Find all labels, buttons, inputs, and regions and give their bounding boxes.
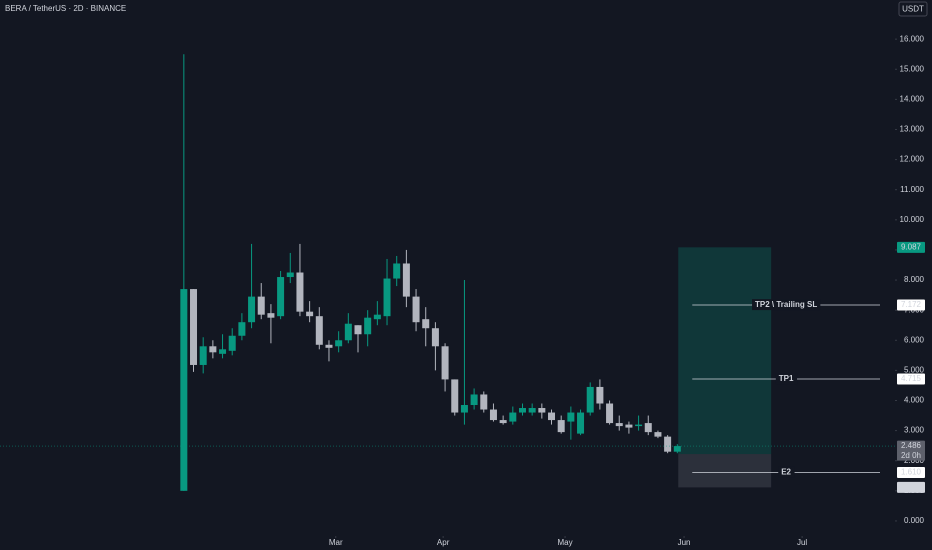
- zone-low-label-bg: [897, 481, 925, 493]
- candle-body: [325, 344, 333, 348]
- candle-body: [219, 349, 227, 354]
- y-tick-label: 16.000: [900, 34, 925, 43]
- candle-body: [480, 394, 488, 410]
- candle-body: [606, 403, 614, 424]
- candle-body: [451, 379, 459, 413]
- y-tick-label: 0.000: [904, 516, 925, 525]
- y-tick-label: 12.000: [900, 155, 925, 164]
- candle-body: [199, 346, 207, 365]
- y-tick-label: 5.000: [904, 365, 925, 374]
- currency-box[interactable]: [898, 1, 928, 17]
- candle-body: [402, 263, 410, 297]
- candle-body: [277, 277, 285, 317]
- level-price-label-bg: [897, 466, 925, 478]
- zone-high-label: 9.087: [901, 242, 922, 251]
- candle-body: [548, 412, 556, 421]
- candle-body: [635, 424, 643, 427]
- candle-body: [248, 296, 256, 323]
- candle-body: [518, 408, 526, 413]
- candle-body: [335, 340, 343, 347]
- candle-body: [422, 319, 430, 329]
- candle-body: [538, 408, 546, 413]
- candle-body: [644, 423, 652, 433]
- candle-body: [470, 394, 478, 406]
- candle-body: [257, 296, 265, 315]
- candle-body: [190, 289, 198, 365]
- candle-body: [460, 405, 468, 413]
- level-name-bg: [752, 299, 821, 311]
- zone-high-label-bg: [897, 241, 925, 253]
- level-name: TP1: [779, 374, 794, 383]
- candle-body: [567, 412, 575, 422]
- position-zone: [678, 247, 772, 455]
- candle-body: [267, 313, 275, 318]
- y-tick-label: 10.000: [900, 215, 925, 224]
- candle-body: [499, 420, 507, 424]
- x-tick-label: Jul: [797, 538, 807, 547]
- y-tick-label: 8.000: [904, 275, 925, 284]
- candle-body: [557, 420, 565, 433]
- last-price-label: 2.486: [901, 441, 922, 450]
- candle-body: [306, 311, 314, 317]
- candle-body: [364, 317, 372, 335]
- candle-body: [586, 386, 594, 413]
- level-name: E2: [781, 468, 791, 477]
- y-tick-label: 6.000: [904, 335, 925, 344]
- candle-body: [509, 412, 517, 422]
- y-tick-label: 11.000: [900, 185, 924, 194]
- last-price-label-bg: [897, 440, 925, 452]
- countdown-bg: [897, 451, 925, 461]
- level-price-label: 7.172: [901, 300, 922, 309]
- candle-body: [228, 335, 236, 351]
- candle-body: [393, 263, 401, 279]
- y-tick-label: 14.000: [900, 94, 925, 103]
- zone-low-label: 1.114: [901, 483, 921, 492]
- candle-body: [373, 314, 381, 320]
- x-tick-label: May: [557, 538, 572, 547]
- y-tick-label: 15.000: [900, 64, 925, 73]
- level-name-bg: [775, 373, 798, 385]
- x-tick-label: Mar: [329, 538, 343, 547]
- level-name-bg: [778, 466, 795, 478]
- candle-body: [596, 386, 604, 404]
- candle-body: [431, 328, 439, 347]
- level-price-label: 4.715: [901, 374, 922, 383]
- level-price-label-bg: [897, 299, 925, 311]
- candle-body: [615, 423, 623, 427]
- countdown: 2d 0h: [901, 451, 921, 460]
- candle-body: [180, 289, 188, 491]
- candle-body: [315, 316, 323, 345]
- y-tick-label: 4.000: [904, 396, 925, 405]
- y-tick-label: 13.000: [900, 125, 925, 134]
- candle-body: [354, 325, 362, 335]
- candle-body: [673, 446, 681, 452]
- candle-body: [577, 412, 585, 434]
- candle-body: [383, 278, 391, 317]
- symbol-title: BERA / TetherUS · 2D · BINANCE: [5, 4, 126, 13]
- candle-body: [286, 272, 294, 278]
- candle-body: [664, 436, 672, 452]
- position-zone: [678, 454, 772, 488]
- candle-body: [625, 424, 633, 428]
- level-name: TP2 \ Trailing SL: [755, 300, 817, 309]
- candle-body: [344, 323, 352, 341]
- candle-body: [489, 409, 497, 421]
- level-price-label: 1.610: [901, 468, 922, 477]
- x-tick-label: Jun: [678, 538, 691, 547]
- candle-body: [296, 272, 304, 312]
- candle-body: [528, 408, 536, 413]
- y-tick-label: 3.000: [904, 426, 925, 435]
- candle-body: [654, 432, 662, 437]
- x-tick-label: Apr: [437, 538, 450, 547]
- candle-body: [238, 322, 246, 336]
- candle-body: [209, 346, 217, 353]
- level-price-label-bg: [897, 373, 925, 385]
- currency[interactable]: USDT: [902, 5, 924, 14]
- candle-body: [441, 346, 449, 380]
- candle-body: [412, 296, 420, 323]
